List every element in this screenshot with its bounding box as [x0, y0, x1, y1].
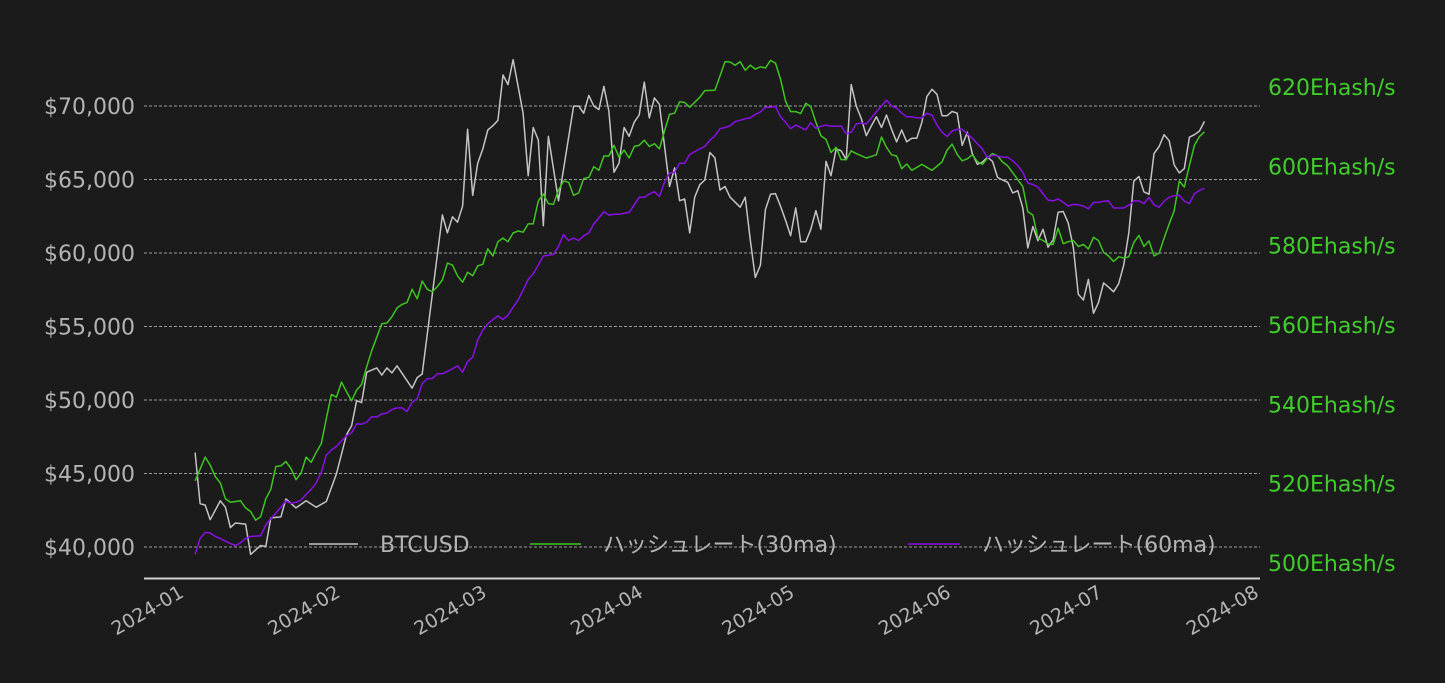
legend-label-hash30: ハッシュレート(30ma) [603, 533, 837, 558]
right-tick-label: 600Ehash/s [1268, 155, 1396, 180]
right-tick-label: 560Ehash/s [1268, 314, 1396, 339]
series-lines [194, 58, 1206, 556]
legend: BTCUSD ハッシュレート(30ma) ハッシュレート(60ma) [309, 533, 1216, 558]
left-tick-label: $65,000 [44, 169, 135, 194]
legend-item-btcusd: BTCUSD [309, 533, 470, 558]
left-tick-label: $55,000 [44, 316, 135, 341]
legend-label-hash60: ハッシュレート(60ma) [982, 533, 1216, 558]
right-tick-label: 520Ehash/s [1268, 473, 1396, 498]
right-tick-label: 580Ehash/s [1268, 235, 1396, 260]
btcusd-line [194, 58, 1206, 556]
left-tick-label: $50,000 [44, 389, 135, 414]
legend-label-btcusd: BTCUSD [380, 533, 470, 558]
left-tick-label: $70,000 [44, 95, 135, 120]
legend-item-hash30: ハッシュレート(30ma) [530, 533, 837, 558]
right-tick-label: 500Ehash/s [1268, 552, 1396, 577]
left-tick-label: $40,000 [44, 536, 135, 561]
left-axis-ticks: $40,000 $45,000 $50,000 $55,000 $60,000 $65,0… [44, 95, 135, 561]
legend-item-hash60: ハッシュレート(60ma) [908, 533, 1216, 558]
right-tick-label: 620Ehash/s [1268, 76, 1396, 101]
left-tick-label: $60,000 [44, 242, 135, 267]
right-tick-label: 540Ehash/s [1268, 393, 1396, 418]
hashrate-60ma-line [194, 99, 1205, 555]
right-axis-ticks: 500Ehash/s 520Ehash/s 540Ehash/s 560Ehash/s… [1268, 76, 1396, 577]
left-tick-label: $45,000 [44, 463, 135, 488]
hashrate-30ma-line [194, 59, 1206, 521]
